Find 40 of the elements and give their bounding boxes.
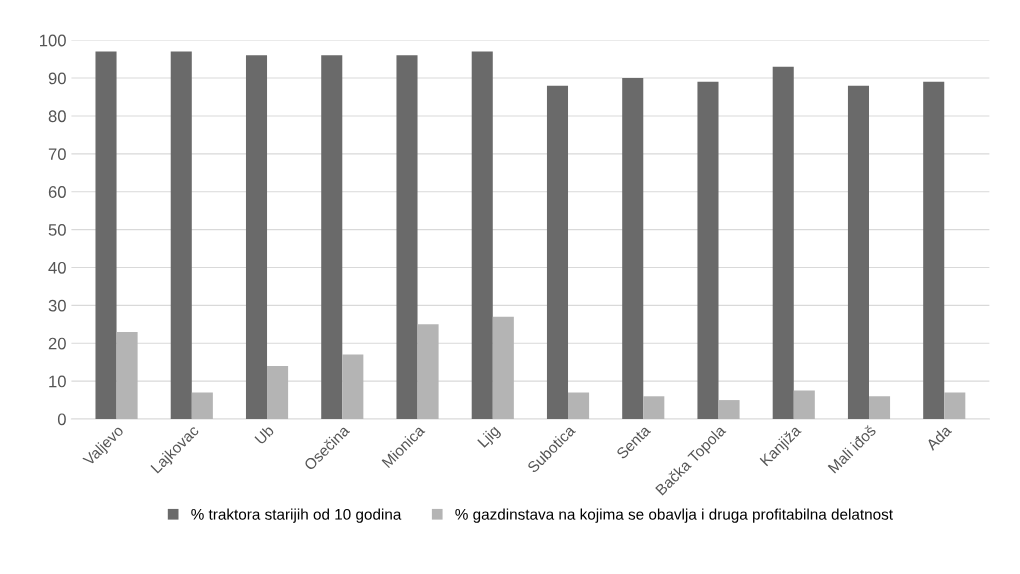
y-tick-label: 40 <box>48 261 66 274</box>
bar <box>396 55 418 420</box>
bar <box>471 51 493 420</box>
y-tick-label: 80 <box>48 110 66 123</box>
bar <box>191 392 213 420</box>
bar <box>869 396 891 420</box>
bar <box>847 85 870 420</box>
bar <box>492 316 514 420</box>
y-tick-label: 70 <box>48 148 66 161</box>
bar <box>793 390 815 420</box>
x-tick-label: Ljig <box>476 424 503 450</box>
bar <box>546 85 569 420</box>
bar <box>944 392 966 420</box>
y-tick-label: 100 <box>40 34 66 47</box>
legend-label: % gazdinstava na kojima se obavlja i druga profitabilna delatnost <box>455 508 893 523</box>
bar <box>643 396 665 420</box>
bar <box>170 51 192 420</box>
x-tick-label: Ub <box>254 424 275 445</box>
bar <box>718 400 740 420</box>
bar <box>622 78 644 420</box>
legend-label: % traktora starijih od 10 godina <box>191 508 402 523</box>
bar <box>417 324 439 420</box>
bar <box>245 55 268 420</box>
bar <box>568 392 590 420</box>
bar <box>772 66 794 420</box>
y-tick-label: 10 <box>49 375 66 388</box>
bar <box>95 51 117 420</box>
bar <box>342 354 364 420</box>
bar <box>321 55 343 420</box>
bar <box>267 365 289 420</box>
y-tick-label: 60 <box>48 186 66 198</box>
bar <box>697 81 719 420</box>
y-tick-label: 90 <box>48 72 66 85</box>
y-tick-label: 50 <box>48 224 66 236</box>
y-tick-label: 0 <box>57 413 66 426</box>
bar <box>116 331 138 420</box>
y-tick-label: 20 <box>48 337 66 350</box>
bar <box>923 81 945 420</box>
y-tick-label: 30 <box>48 299 66 312</box>
x-tick-label: Ada <box>925 423 953 452</box>
